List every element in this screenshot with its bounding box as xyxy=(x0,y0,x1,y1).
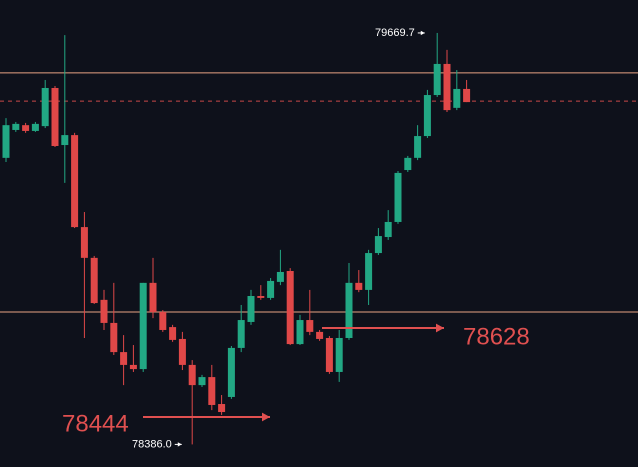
arrow-head xyxy=(436,323,444,333)
candle-body xyxy=(276,271,284,282)
candle-body xyxy=(443,63,451,111)
arrow-head xyxy=(177,442,182,447)
candle-body xyxy=(463,88,471,103)
candle-body xyxy=(227,347,235,397)
candle-body xyxy=(267,280,275,298)
candle-body xyxy=(316,331,324,339)
candle-body xyxy=(325,337,333,372)
candle-body xyxy=(22,125,30,131)
candle-body xyxy=(306,320,314,332)
candle-body xyxy=(247,296,255,322)
candle-body xyxy=(51,87,59,146)
candle-body xyxy=(335,337,343,372)
candle-body xyxy=(453,88,461,108)
candle-body xyxy=(169,327,177,340)
candle-body xyxy=(296,320,304,345)
price-marker: 79669.7 xyxy=(375,27,415,39)
candle-body xyxy=(355,282,363,290)
candle-body xyxy=(80,227,88,258)
candle-body xyxy=(208,377,216,405)
candle-body xyxy=(345,282,353,338)
candle-body xyxy=(90,257,98,304)
candle-body xyxy=(129,364,137,370)
candle-body xyxy=(286,271,294,345)
candle-body xyxy=(110,322,118,353)
candle-body xyxy=(31,123,39,131)
arrow-head xyxy=(262,412,270,422)
candle-body xyxy=(404,157,412,171)
candle-body xyxy=(257,296,265,298)
candle-body xyxy=(178,338,186,365)
candle-body xyxy=(394,172,402,222)
price-marker: 78386.0 xyxy=(132,438,172,450)
candle-body xyxy=(384,221,392,238)
candle-body xyxy=(433,63,441,96)
candle-body xyxy=(159,312,167,330)
candle-body xyxy=(100,299,108,323)
candle-body xyxy=(61,135,69,146)
candle-body xyxy=(218,404,226,413)
candle-body xyxy=(188,364,196,386)
candle-body xyxy=(198,377,206,386)
candle-body xyxy=(41,87,49,127)
candle-body xyxy=(423,95,431,137)
candle-body xyxy=(120,352,128,365)
arrow-head xyxy=(420,30,425,36)
candle-body xyxy=(237,320,245,348)
annotation: 78628 xyxy=(463,323,530,350)
candle-body xyxy=(2,125,10,158)
candle-body xyxy=(365,253,373,290)
candle-body xyxy=(139,282,147,370)
candle-body xyxy=(374,236,382,254)
candle-body xyxy=(149,282,157,313)
candle-body xyxy=(71,135,79,228)
annotation: 78444 xyxy=(62,410,129,437)
candle-body xyxy=(12,123,20,130)
candle-body xyxy=(414,136,422,158)
